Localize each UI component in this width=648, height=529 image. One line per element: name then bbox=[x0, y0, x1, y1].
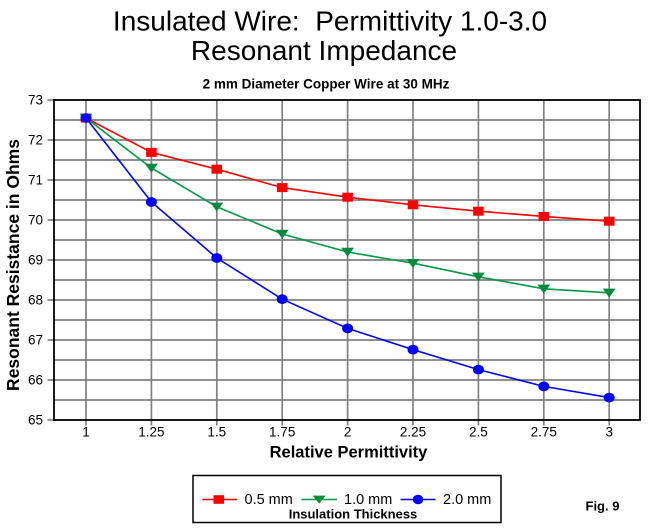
svg-text:73: 73 bbox=[28, 93, 43, 108]
svg-text:2.0 mm: 2.0 mm bbox=[443, 492, 491, 508]
svg-text:70: 70 bbox=[28, 213, 43, 228]
svg-text:2.75: 2.75 bbox=[531, 425, 557, 440]
svg-text:2.25: 2.25 bbox=[400, 425, 426, 440]
svg-text:1: 1 bbox=[82, 425, 90, 440]
svg-text:68: 68 bbox=[28, 293, 43, 308]
svg-text:1.5: 1.5 bbox=[207, 425, 226, 440]
svg-text:67: 67 bbox=[28, 333, 43, 348]
svg-text:72: 72 bbox=[28, 133, 43, 148]
svg-text:2 mm Diameter Copper Wire at 3: 2 mm Diameter Copper Wire at 30 MHz bbox=[203, 77, 450, 92]
svg-text:2: 2 bbox=[344, 425, 352, 440]
svg-text:1.0 mm: 1.0 mm bbox=[344, 492, 392, 508]
svg-text:Relative Permittivity: Relative Permittivity bbox=[270, 444, 429, 462]
svg-text:2.5: 2.5 bbox=[469, 425, 488, 440]
svg-text:Insulated Wire: Permittivity: Insulated Wire: Permittivity 1.0-3.0 bbox=[113, 6, 547, 37]
svg-text:Resonant Resistance in Ohms: Resonant Resistance in Ohms bbox=[3, 139, 23, 391]
svg-text:1.75: 1.75 bbox=[269, 425, 295, 440]
svg-text:1.25: 1.25 bbox=[138, 425, 164, 440]
svg-text:71: 71 bbox=[28, 173, 43, 188]
svg-text:0.5 mm: 0.5 mm bbox=[245, 492, 293, 508]
svg-text:69: 69 bbox=[28, 253, 43, 268]
svg-text:3: 3 bbox=[605, 425, 613, 440]
svg-text:Fig. 9: Fig. 9 bbox=[586, 499, 620, 514]
svg-text:65: 65 bbox=[28, 413, 43, 428]
svg-text:Resonant Impedance: Resonant Impedance bbox=[191, 35, 457, 66]
svg-text:66: 66 bbox=[28, 373, 43, 388]
svg-text:Insulation Thickness: Insulation Thickness bbox=[289, 507, 418, 522]
